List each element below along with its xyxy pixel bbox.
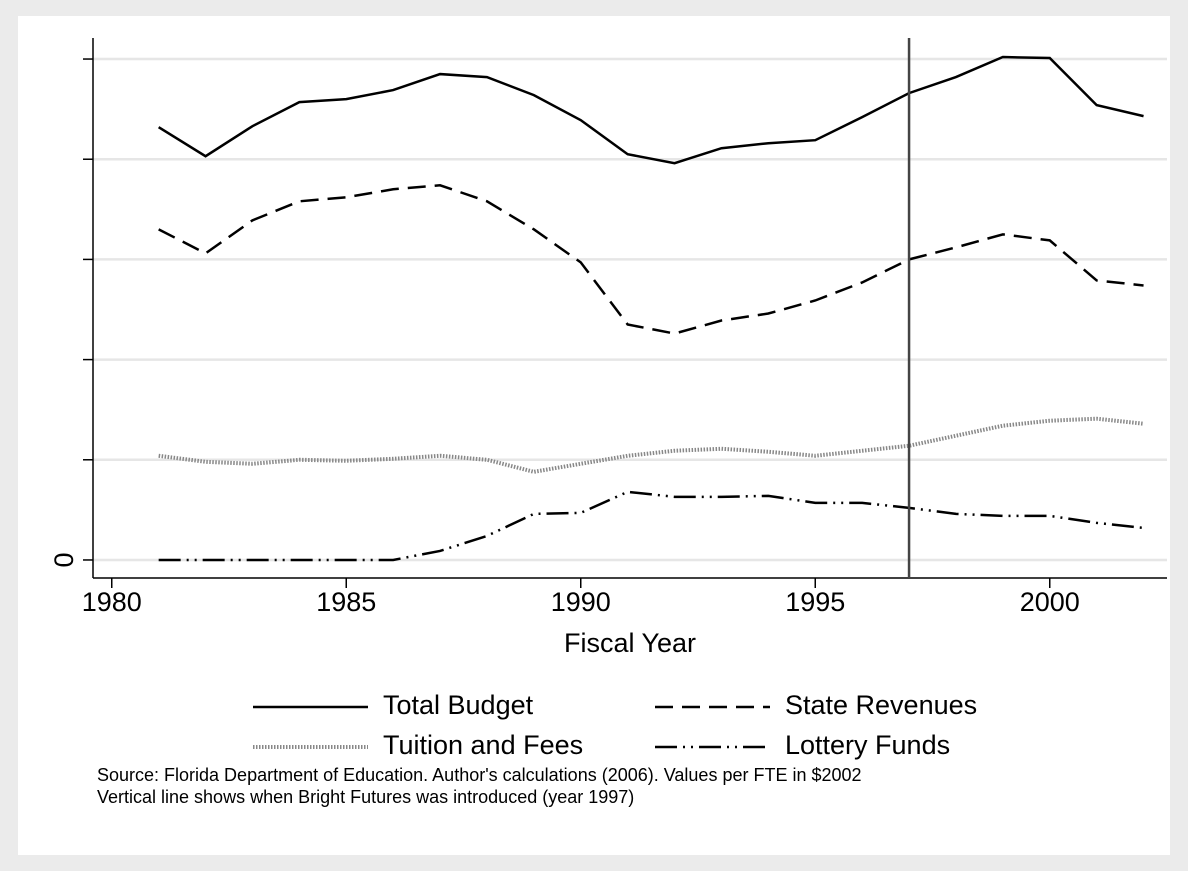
x-tick-label: 2000 [1020, 587, 1080, 617]
x-tick-label: 1980 [82, 587, 142, 617]
legend-label: Lottery Funds [785, 730, 950, 760]
y-tick-label: 0 [49, 552, 79, 567]
series-line [158, 416, 1144, 474]
x-axis-title: Fiscal Year [564, 628, 696, 658]
x-tick-label: 1985 [316, 587, 376, 617]
note: Vertical line shows when Bright Futures … [97, 787, 634, 807]
x-tick-label: 1990 [551, 587, 611, 617]
x-tick-label: 1995 [785, 587, 845, 617]
series-line [158, 490, 1144, 562]
note: Source: Florida Department of Education.… [97, 765, 862, 785]
legend-label: Total Budget [383, 690, 534, 720]
legend-label: Tuition and Fees [383, 730, 583, 760]
legend-label: State Revenues [785, 690, 977, 720]
panel [18, 16, 1170, 855]
series-line [158, 55, 1144, 165]
